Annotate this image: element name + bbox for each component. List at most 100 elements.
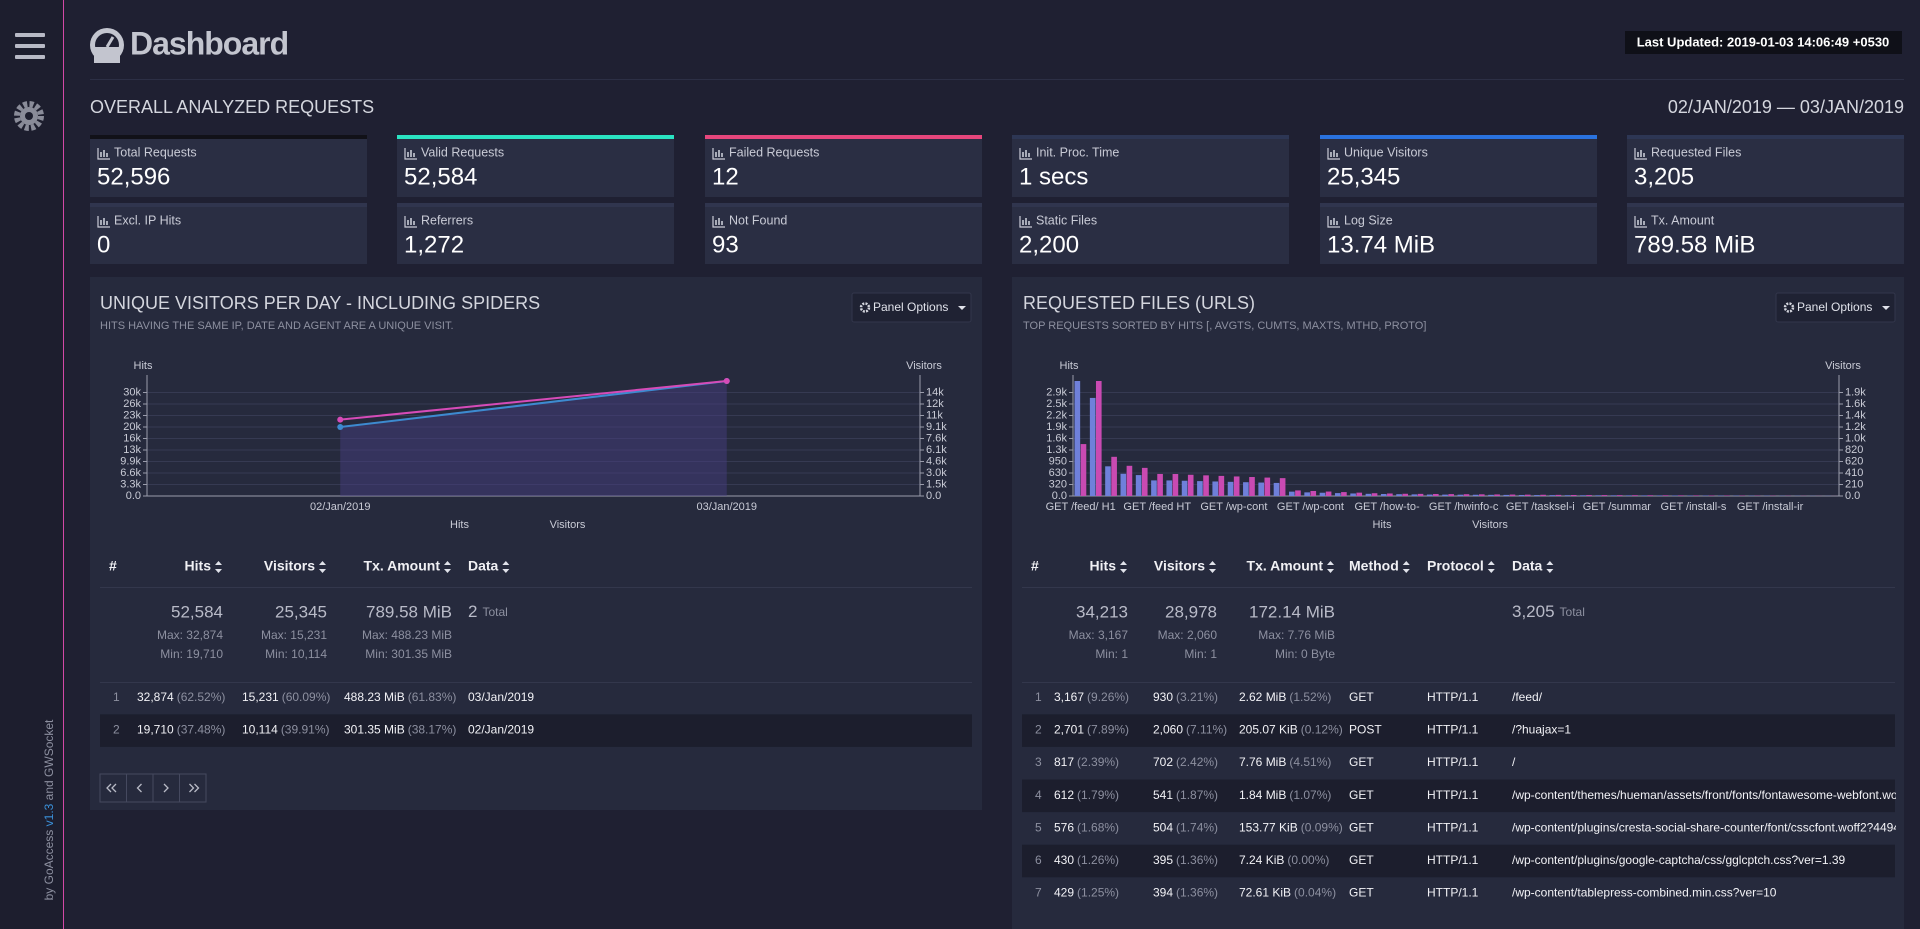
bar (1433, 493, 1439, 496)
panel-options-button[interactable]: Panel Options (851, 292, 972, 323)
y2-tick-label: 1.0k (1845, 432, 1866, 444)
table-cell: 2,060 (7.11%) (1153, 723, 1227, 737)
column-header[interactable]: Visitors (264, 558, 315, 574)
column-header[interactable]: Hits (185, 558, 212, 574)
sort-icon (502, 561, 510, 573)
pagination-button[interactable] (99, 773, 127, 803)
sort-icon (215, 561, 222, 573)
cell-percent: (2.39%) (1077, 755, 1119, 769)
bar (1478, 494, 1485, 496)
summary-value: 52,584 (171, 602, 223, 621)
cell-value: 2.62 MiB (1239, 690, 1286, 704)
column-header[interactable]: # (1031, 558, 1039, 574)
pagination-button[interactable] (126, 773, 154, 803)
y-tick-label: 2.9k (1046, 386, 1067, 398)
card-icon (715, 218, 723, 225)
table-cell: 03/Jan/2019 (468, 690, 534, 704)
table-cell: 1.84 MiB (1.07%) (1239, 788, 1331, 802)
column-header[interactable]: Tx. Amount (1247, 558, 1324, 574)
column-header[interactable]: # (109, 558, 117, 574)
cell-value: 2,701 (1054, 723, 1084, 737)
sort-icon (319, 561, 326, 573)
table-cell: 612 (1.79%) (1054, 788, 1119, 802)
card-value: 1 secs (1019, 163, 1088, 190)
card-icon (712, 148, 725, 160)
card-icon (100, 218, 108, 225)
column-header[interactable]: Method (1349, 558, 1399, 574)
column-header[interactable]: Tx. Amount (364, 558, 441, 574)
panel-options-button[interactable]: Panel Options (1775, 292, 1896, 323)
bar (1310, 490, 1317, 496)
pagination-button[interactable] (152, 773, 180, 803)
cell-percent: (60.09%) (282, 690, 331, 704)
cell-value: HTTP/1.1 (1427, 853, 1479, 867)
card (1320, 203, 1597, 264)
y-tick-label: 23k (123, 409, 141, 421)
area (340, 381, 727, 496)
column-header[interactable]: Hits (1090, 558, 1117, 574)
bar (1610, 495, 1617, 496)
cell-value: 15,231 (242, 690, 279, 704)
card-label: Tx. Amount (1651, 213, 1715, 227)
cell-percent: (0.09%) (1301, 821, 1343, 835)
settings-button[interactable] (14, 101, 44, 131)
y-axis-title: Hits (134, 360, 153, 372)
cell-value: 7.76 MiB (1239, 755, 1286, 769)
card-accent (1012, 135, 1289, 139)
y2-tick-label: 0.0 (1845, 490, 1860, 502)
point (337, 416, 344, 423)
credit-prefix: by GoAccess (42, 830, 56, 901)
column-header[interactable]: Data (1512, 558, 1543, 574)
table-cell: /wp-content/plugins/cresta-social-share-… (1512, 821, 1907, 835)
card-label: Not Found (729, 213, 787, 227)
pagination-button[interactable] (179, 773, 207, 803)
cell-value: 153.77 KiB (1239, 821, 1298, 835)
menu-button[interactable] (15, 33, 45, 59)
y-tick-label: 9.9k (120, 455, 141, 467)
cell-percent: (1.52%) (1289, 690, 1331, 704)
bar (1540, 494, 1546, 496)
cell-value: /feed/ (1512, 690, 1543, 704)
column-header[interactable]: Protocol (1427, 558, 1484, 574)
bar (1105, 466, 1111, 496)
y2-tick-label: 11k (926, 409, 943, 421)
bar (1197, 481, 1203, 496)
table-cell: HTTP/1.1 (1427, 886, 1479, 900)
summary-min: Min: 1 (1095, 647, 1128, 661)
bar (1181, 480, 1188, 496)
x-tick-label: GET /feed HT (1123, 501, 1191, 513)
row-band (1022, 844, 1895, 878)
y2-tick-label: 1.4k (1845, 409, 1866, 421)
cell-value: 395 (1153, 853, 1173, 867)
content: Panel Options Panel Options0.03.3k6.6k9.9… (99, 292, 1907, 900)
table-cell: 2 (1035, 723, 1042, 737)
summary-max: Max: 488.23 MiB (362, 628, 452, 642)
bar (1402, 493, 1409, 496)
summary-note: Total (1560, 605, 1585, 619)
gear-icon (859, 302, 871, 313)
cell-value: 1 (1035, 690, 1042, 704)
cell-value: HTTP/1.1 (1427, 886, 1479, 900)
button-label: Panel Options (1797, 300, 1872, 314)
column-header[interactable]: Visitors (1154, 558, 1205, 574)
summary-max: Max: 15,231 (261, 628, 327, 642)
x-tick-label: GET /install-s (1661, 501, 1727, 513)
y2-tick-label: 1.2k (1845, 421, 1866, 433)
table-cell: 1 (1035, 690, 1042, 704)
button-body (152, 773, 180, 803)
card-accent (705, 135, 982, 139)
row-band (100, 714, 972, 747)
bar (1570, 494, 1577, 496)
bar (1417, 493, 1424, 496)
version-link[interactable]: v1.3 (42, 803, 56, 826)
y-tick-label: 1.9k (1046, 421, 1067, 433)
cell-value: 19,710 (137, 723, 174, 737)
caret (1882, 306, 1890, 310)
y-axis-title: Hits (1060, 360, 1079, 372)
table-cell: /feed/ (1512, 690, 1543, 704)
column-header[interactable]: Data (468, 558, 499, 574)
button-label: Panel Options (873, 300, 948, 314)
card-accent (90, 203, 367, 207)
button-body (851, 292, 972, 323)
card-icon (1330, 218, 1338, 225)
